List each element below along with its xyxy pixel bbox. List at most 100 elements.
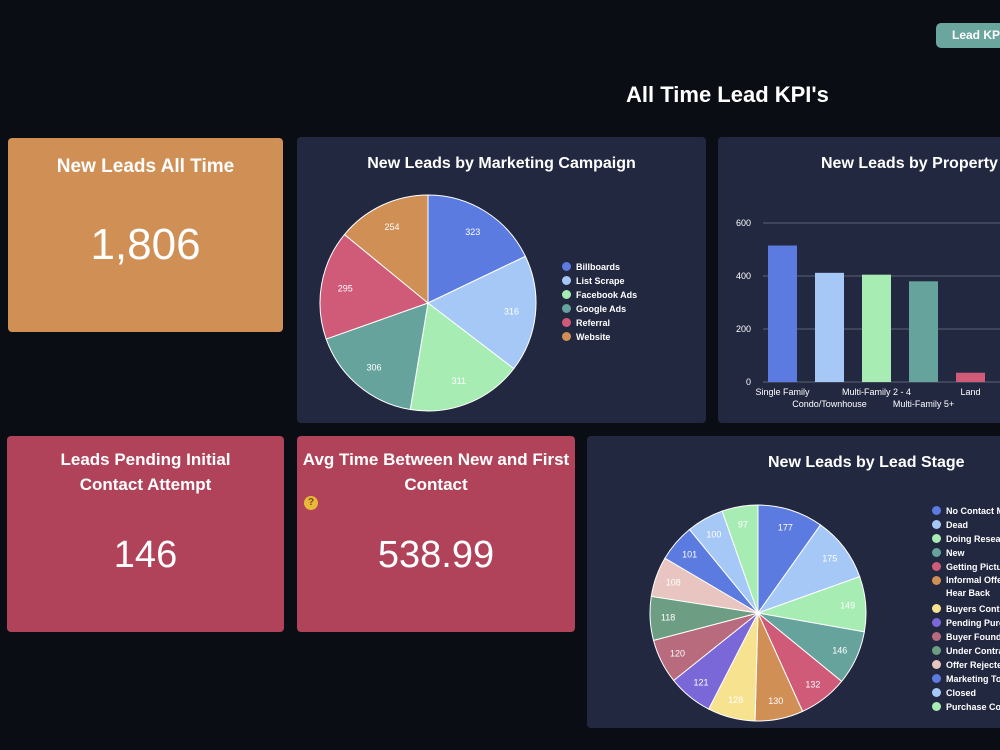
- pie-data-label: 100: [706, 530, 721, 540]
- legend-swatch: [932, 548, 941, 557]
- lead-stage-pie-chart: 177 175 149 146 132 130 128 121 120 118 108 101 100 9…: [649, 504, 867, 722]
- legend-swatch: [932, 646, 941, 655]
- legend-swatch: [562, 276, 571, 285]
- kpi-title-line1: Avg Time Between New and First: [302, 450, 570, 469]
- pie-data-label: 177: [778, 522, 793, 532]
- panel-property-type: New Leads by Property Ty 0 200 400 600 Singl…: [718, 137, 1000, 423]
- legend-label: Billboards: [576, 262, 621, 272]
- legend-item[interactable]: Website: [562, 332, 637, 346]
- help-icon[interactable]: ?: [304, 496, 318, 510]
- legend-swatch: [932, 674, 941, 683]
- lead-stage-legend: No Contact M Dead Doing Resear New Getting P…: [932, 506, 1000, 716]
- bar[interactable]: [909, 281, 938, 382]
- lead-kpi-button[interactable]: Lead KPI': [936, 23, 1000, 48]
- legend-label: Informal Offe Hear Back: [946, 575, 1000, 598]
- legend-swatch: [932, 534, 941, 543]
- pie-data-label: 306: [367, 362, 382, 372]
- legend-swatch: [562, 290, 571, 299]
- legend-item[interactable]: Buyer Found: [932, 632, 1000, 646]
- x-tick-label: Condo/Townhouse: [792, 399, 867, 409]
- property-type-bar-chart: 0 200 400 600 Single Family Condo/Townhouse Mu…: [736, 218, 1000, 409]
- legend-label: Dead: [946, 520, 969, 530]
- legend-swatch: [932, 618, 941, 627]
- pie-data-label: 323: [465, 227, 480, 237]
- x-tick-label: Single Family: [755, 387, 810, 397]
- pie-slice[interactable]: [343, 194, 429, 305]
- legend-label: Google Ads: [576, 304, 627, 314]
- kpi-new-leads-all-time: New Leads All Time 1,806: [8, 138, 283, 332]
- legend-label: Referral: [576, 318, 611, 328]
- pie-data-label: 101: [682, 549, 697, 559]
- pie-data-label: 175: [822, 554, 837, 564]
- pie-slice[interactable]: [319, 233, 430, 340]
- legend-swatch: [562, 332, 571, 341]
- legend-item[interactable]: No Contact M: [932, 506, 1000, 520]
- pie-data-label: 146: [832, 646, 847, 656]
- legend-item[interactable]: List Scrape: [562, 276, 637, 290]
- legend-item[interactable]: Billboards: [562, 262, 637, 276]
- legend-item[interactable]: Google Ads: [562, 304, 637, 318]
- legend-item[interactable]: Buyers Contr: [932, 604, 1000, 618]
- legend-label: Closed: [946, 688, 977, 698]
- pie-data-label: 149: [840, 600, 855, 610]
- pie-data-label: 316: [504, 307, 519, 317]
- kpi-value: 538.99: [377, 534, 495, 576]
- kpi-value: 1,806: [90, 220, 201, 269]
- legend-item[interactable]: Facebook Ads: [562, 290, 637, 304]
- legend-item[interactable]: Marketing To: [932, 674, 1000, 688]
- legend-item[interactable]: Closed: [932, 688, 1000, 702]
- legend-swatch: [562, 304, 571, 313]
- pie-slice[interactable]: [427, 194, 527, 304]
- legend-swatch: [932, 702, 941, 711]
- page-title: All Time Lead KPI's: [626, 82, 829, 107]
- legend-label: List Scrape: [576, 276, 625, 286]
- bar[interactable]: [956, 372, 985, 382]
- marketing-campaign-pie-chart: 323 316 311 306 295 254: [319, 194, 537, 412]
- legend-item[interactable]: New: [932, 548, 1000, 562]
- chart-title: New Leads by Lead Stage: [768, 454, 965, 471]
- legend-swatch: [562, 262, 571, 271]
- legend-label: Getting Pictu: [946, 562, 1000, 572]
- pie-slice[interactable]: [721, 504, 759, 614]
- legend-swatch: [932, 632, 941, 641]
- legend-item[interactable]: Informal Offe Hear Back: [932, 575, 1000, 604]
- pie-data-label: 311: [452, 376, 466, 386]
- legend-label: Offer Rejecte: [946, 660, 1000, 670]
- bar[interactable]: [815, 272, 844, 382]
- legend-item[interactable]: Pending Purc: [932, 618, 1000, 632]
- legend-item[interactable]: Doing Resear: [932, 534, 1000, 548]
- legend-label: Purchase Con: [946, 702, 1000, 712]
- panel-marketing-campaign: New Leads by Marketing Campaign 323 316 31…: [297, 137, 706, 423]
- legend-swatch: [932, 604, 941, 613]
- legend-item[interactable]: Dead: [932, 520, 1000, 534]
- legend-label: Under Contra: [946, 646, 1000, 656]
- pie-slice[interactable]: [427, 255, 537, 370]
- legend-swatch: [562, 318, 571, 327]
- legend-swatch: [932, 688, 941, 697]
- legend-label: New: [946, 548, 965, 558]
- pie-slice[interactable]: [409, 302, 515, 412]
- chart-title: New Leads by Marketing Campaign: [367, 155, 636, 172]
- legend-swatch: [932, 506, 941, 515]
- legend-label: Marketing To: [946, 674, 1000, 684]
- legend-item[interactable]: Getting Pictu: [932, 562, 1000, 576]
- legend-item[interactable]: Offer Rejecte: [932, 660, 1000, 674]
- pie-data-label: 118: [661, 613, 675, 623]
- legend-item[interactable]: Under Contra: [932, 646, 1000, 660]
- pie-slice[interactable]: [325, 302, 429, 411]
- kpi-title: New Leads All Time: [56, 156, 235, 177]
- kpi-avg-time-new-first-contact: Avg Time Between New and First Contact ?…: [297, 436, 575, 632]
- legend-swatch: [932, 576, 941, 585]
- legend-item[interactable]: Purchase Con: [932, 702, 1000, 716]
- pie-data-label: 295: [338, 284, 353, 294]
- legend-label: Buyer Found: [946, 632, 1000, 642]
- kpi-value: 146: [113, 534, 178, 576]
- bar[interactable]: [768, 245, 797, 382]
- bar[interactable]: [862, 274, 891, 382]
- y-tick-label: 0: [746, 377, 751, 387]
- pie-data-label: 120: [670, 648, 685, 658]
- legend-swatch: [932, 520, 941, 529]
- legend-item[interactable]: Referral: [562, 318, 637, 332]
- legend-label: No Contact M: [946, 506, 1000, 516]
- legend-label: Buyers Contr: [946, 604, 1000, 614]
